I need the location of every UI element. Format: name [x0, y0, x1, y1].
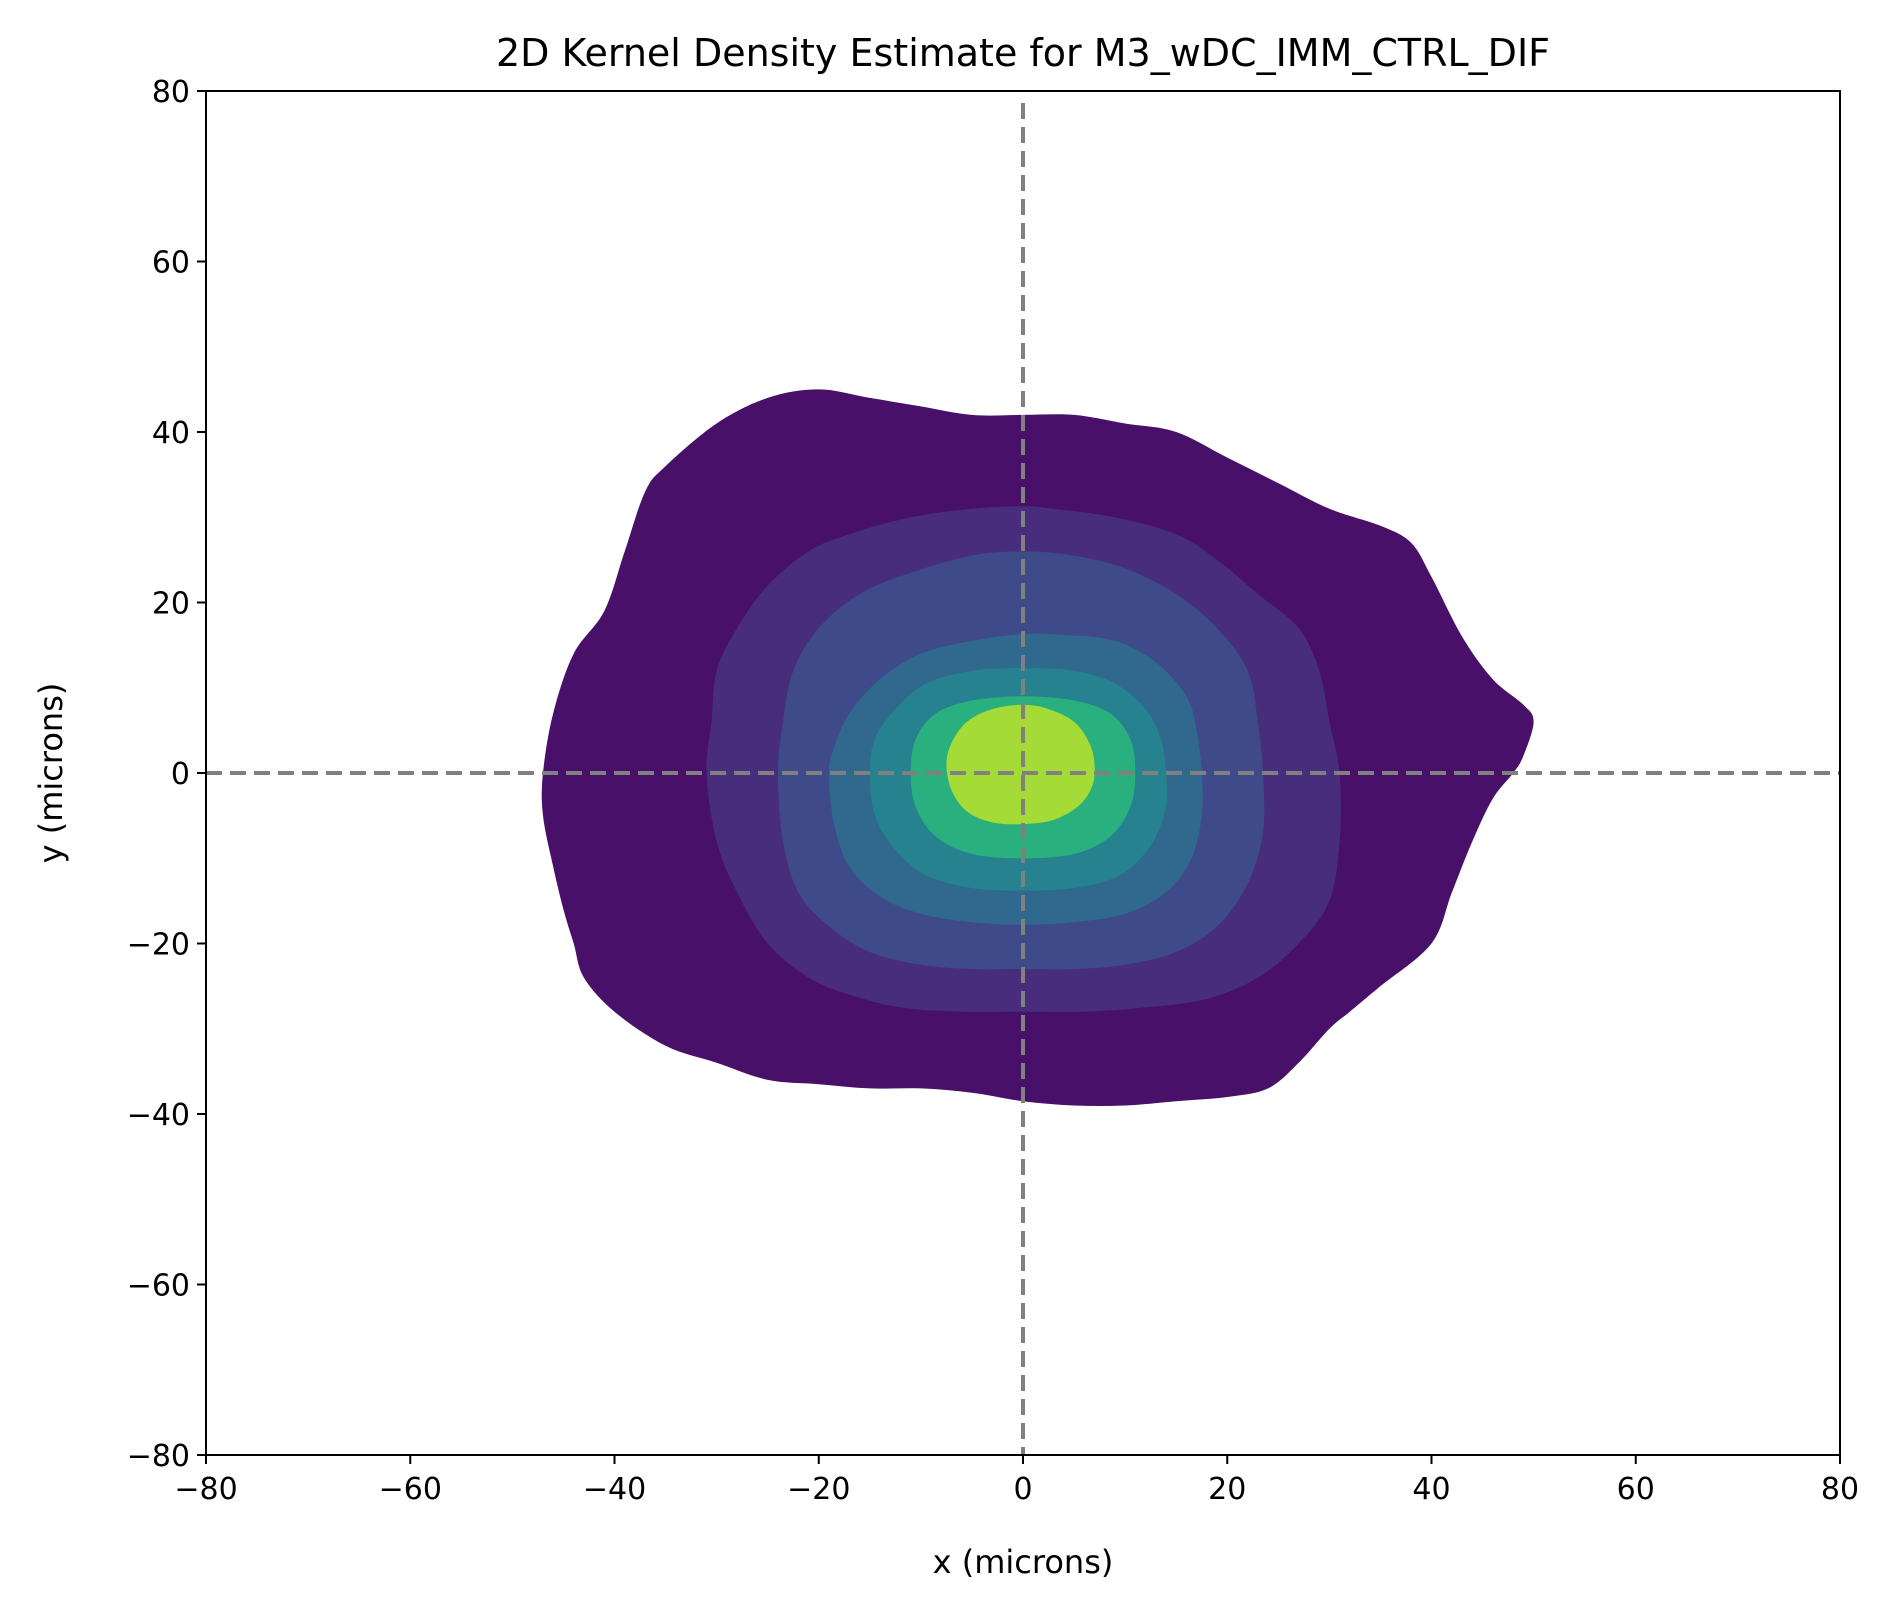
y-tick-label: −60 [127, 1269, 190, 1304]
y-tick-label: −80 [127, 1439, 190, 1474]
x-tick-label: −20 [787, 1472, 850, 1507]
x-tick-label: 80 [1821, 1472, 1859, 1507]
x-axis-label: x (microns) [933, 1543, 1114, 1581]
reference-lines [206, 103, 1840, 1455]
x-axis-ticks: −80 −60 −40 −20 0 20 40 60 80 [174, 1455, 1859, 1507]
x-tick-label: 20 [1208, 1472, 1246, 1507]
y-axis-ticks: −80 −60 −40 −20 0 20 40 60 80 [127, 75, 206, 1474]
x-tick-label: 0 [1013, 1472, 1032, 1507]
x-tick-label: 60 [1617, 1472, 1655, 1507]
density-contours [541, 389, 1534, 1107]
x-tick-label: −40 [583, 1472, 646, 1507]
y-tick-label: −20 [127, 928, 190, 963]
contour-level-7 [946, 704, 1095, 825]
y-tick-label: −40 [127, 1098, 190, 1133]
x-tick-label: 40 [1412, 1472, 1450, 1507]
y-tick-label: 60 [152, 246, 190, 281]
y-tick-label: 20 [152, 587, 190, 622]
y-tick-label: 40 [152, 416, 190, 451]
y-tick-label: 80 [152, 75, 190, 110]
y-tick-label: 0 [171, 757, 190, 792]
x-tick-label: −80 [174, 1472, 237, 1507]
y-axis-label: y (microns) [32, 683, 70, 864]
chart-title: 2D Kernel Density Estimate for M3_wDC_IM… [496, 31, 1550, 75]
x-tick-label: −60 [379, 1472, 442, 1507]
